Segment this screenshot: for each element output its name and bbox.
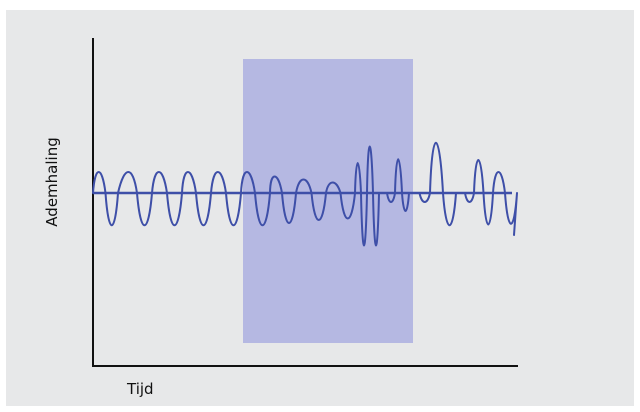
- highlight-region: [243, 59, 413, 343]
- y-axis-label: Ademhaling: [43, 137, 61, 226]
- axes: [92, 38, 518, 367]
- x-axis-label: Tijd: [126, 380, 154, 398]
- breathing-waveform: [92, 141, 518, 247]
